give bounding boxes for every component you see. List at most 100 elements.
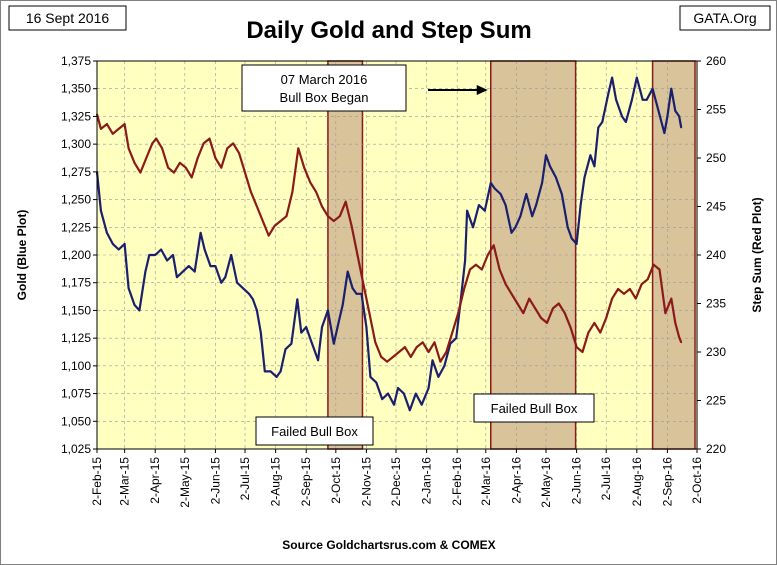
step-sum-point-29 (261, 220, 264, 222)
gold-point-22 (214, 265, 217, 267)
gold-point-14 (172, 254, 174, 256)
x-tick-label-7: 2-Sep-15 (299, 457, 313, 507)
step-sum-point-8 (139, 171, 142, 174)
gold-point-61 (414, 392, 417, 395)
step-sum-point-36 (303, 166, 306, 169)
gold-point-40 (305, 326, 308, 328)
step-sum-point-11 (155, 137, 158, 140)
gold-point-28 (248, 292, 250, 295)
annotation-line-1: 07 March 2016 (281, 72, 368, 87)
step-sum-point-59 (439, 360, 442, 363)
gold-point-87 (549, 165, 551, 168)
gold-point-81 (519, 215, 522, 218)
step-sum-point-46 (362, 283, 365, 285)
gold-point-79 (510, 231, 513, 234)
step-sum-point-94 (646, 278, 649, 281)
gold-point-54 (375, 381, 378, 384)
step-sum-point-93 (640, 283, 643, 285)
step-sum-point-21 (214, 157, 217, 159)
gold-point-51 (360, 292, 363, 295)
step-sum-point-69 (498, 268, 501, 271)
y-tick-label-10: 1,275 (61, 165, 91, 179)
gold-point-92 (575, 243, 578, 245)
gold-point-53 (369, 376, 372, 378)
step-sum-point-39 (321, 205, 323, 208)
gold-point-55 (381, 398, 384, 401)
y-tick-label-14: 1,375 (61, 54, 91, 68)
step-sum-point-71 (510, 292, 513, 295)
step-sum-line (95, 114, 683, 363)
gold-point-4 (117, 248, 120, 251)
gold-point-103 (625, 121, 627, 123)
step-sum-point-54 (409, 355, 412, 358)
gold-point-86 (545, 154, 547, 157)
y-tick-label-5: 1,150 (61, 303, 91, 317)
y2-tick-label-2: 230 (706, 345, 726, 359)
step-sum-point-98 (670, 297, 673, 300)
gold-point-78 (504, 204, 507, 207)
gold-point-114 (678, 115, 681, 118)
x-tick-label-3: 2-May-15 (178, 457, 192, 508)
step-sum-point-79 (557, 302, 560, 305)
gold-point-100 (611, 76, 614, 79)
gold-line (95, 76, 683, 412)
step-sum-point-12 (161, 147, 164, 150)
x-tick-label-18: 2-Aug-16 (630, 457, 644, 507)
step-sum-point-7 (133, 161, 136, 164)
y-tick-label-13: 1,350 (61, 82, 91, 96)
gold-point-99 (607, 93, 610, 96)
gold-point-96 (593, 165, 596, 168)
step-sum-point-47 (368, 312, 371, 315)
step-sum-point-88 (611, 297, 614, 300)
y-axis-title-left: Gold (Blue Plot) (15, 210, 29, 301)
gold-point-97 (597, 126, 600, 129)
gold-point-36 (284, 348, 287, 351)
step-sum-point-10 (151, 142, 154, 145)
gold-point-62 (420, 403, 423, 406)
x-tick-label-11: 2-Jan-16 (420, 457, 434, 505)
step-sum-point-26 (244, 171, 246, 174)
failed-bull-box-label-2: Failed Bull Box (491, 401, 578, 416)
x-tick-label-6: 2-Aug-15 (269, 457, 283, 507)
step-sum-point-83 (581, 351, 584, 353)
gold-point-38 (296, 298, 299, 301)
gold-point-95 (589, 154, 592, 157)
gold-point-104 (630, 98, 633, 101)
gold-point-72 (472, 226, 474, 229)
gold-point-49 (351, 287, 354, 290)
y2-tick-label-8: 260 (706, 54, 726, 68)
gold-point-106 (641, 98, 644, 101)
gold-point-63 (427, 387, 430, 389)
gold-point-68 (455, 337, 458, 340)
step-sum-point-96 (658, 268, 661, 271)
step-sum-point-38 (315, 191, 317, 193)
gold-point-33 (269, 370, 272, 373)
gold-point-59 (403, 392, 405, 395)
brand-tag-box (679, 5, 771, 31)
step-sum-point-45 (356, 254, 359, 256)
gold-point-26 (236, 281, 239, 284)
step-sum-point-56 (421, 341, 424, 344)
x-tick-label-8: 2-Oct-15 (329, 457, 343, 504)
step-sum-point-63 (463, 288, 466, 290)
x-tick-label-13: 2-Mar-16 (479, 457, 493, 506)
step-sum-point-75 (534, 307, 537, 310)
step-sum-point-5 (123, 123, 126, 125)
y-tick-label-6: 1,175 (61, 276, 91, 290)
step-sum-point-4 (117, 127, 120, 130)
annotation-line-2: Bull Box Began (280, 90, 369, 105)
y2-tick-label-6: 250 (706, 151, 726, 165)
step-sum-point-33 (285, 215, 288, 218)
x-tick-label-0: 2-Feb-15 (90, 457, 104, 506)
x-tick-label-16: 2-Jun-16 (570, 457, 584, 505)
step-sum-point-82 (575, 346, 578, 349)
step-sum-point-73 (522, 312, 525, 315)
step-sum-point-51 (392, 355, 394, 358)
gold-point-11 (154, 254, 157, 256)
gold-point-101 (615, 98, 617, 101)
step-sum-point-86 (599, 331, 602, 334)
gold-point-32 (263, 370, 266, 373)
x-tick-label-5: 2-Jul-15 (238, 457, 252, 501)
gold-point-12 (160, 248, 163, 251)
brand-tag: GATA.Org (693, 10, 756, 26)
